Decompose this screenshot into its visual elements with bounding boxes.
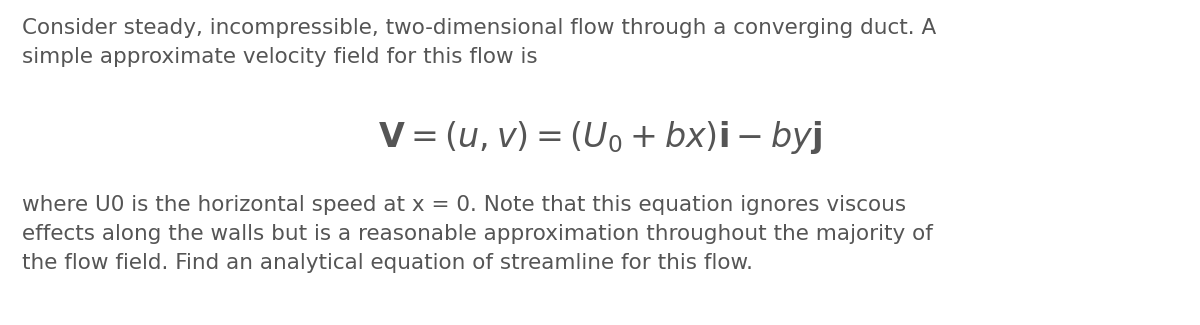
Text: Consider steady, incompressible, two-dimensional flow through a converging duct.: Consider steady, incompressible, two-dim… — [22, 18, 936, 67]
Text: $\mathbf{V} = (u, v) = (U_0 + bx)\mathbf{i} - by\mathbf{j}$: $\mathbf{V} = (u, v) = (U_0 + bx)\mathbf… — [378, 120, 822, 157]
Text: where U0 is the horizontal speed at x = 0. Note that this equation ignores visco: where U0 is the horizontal speed at x = … — [22, 195, 932, 273]
